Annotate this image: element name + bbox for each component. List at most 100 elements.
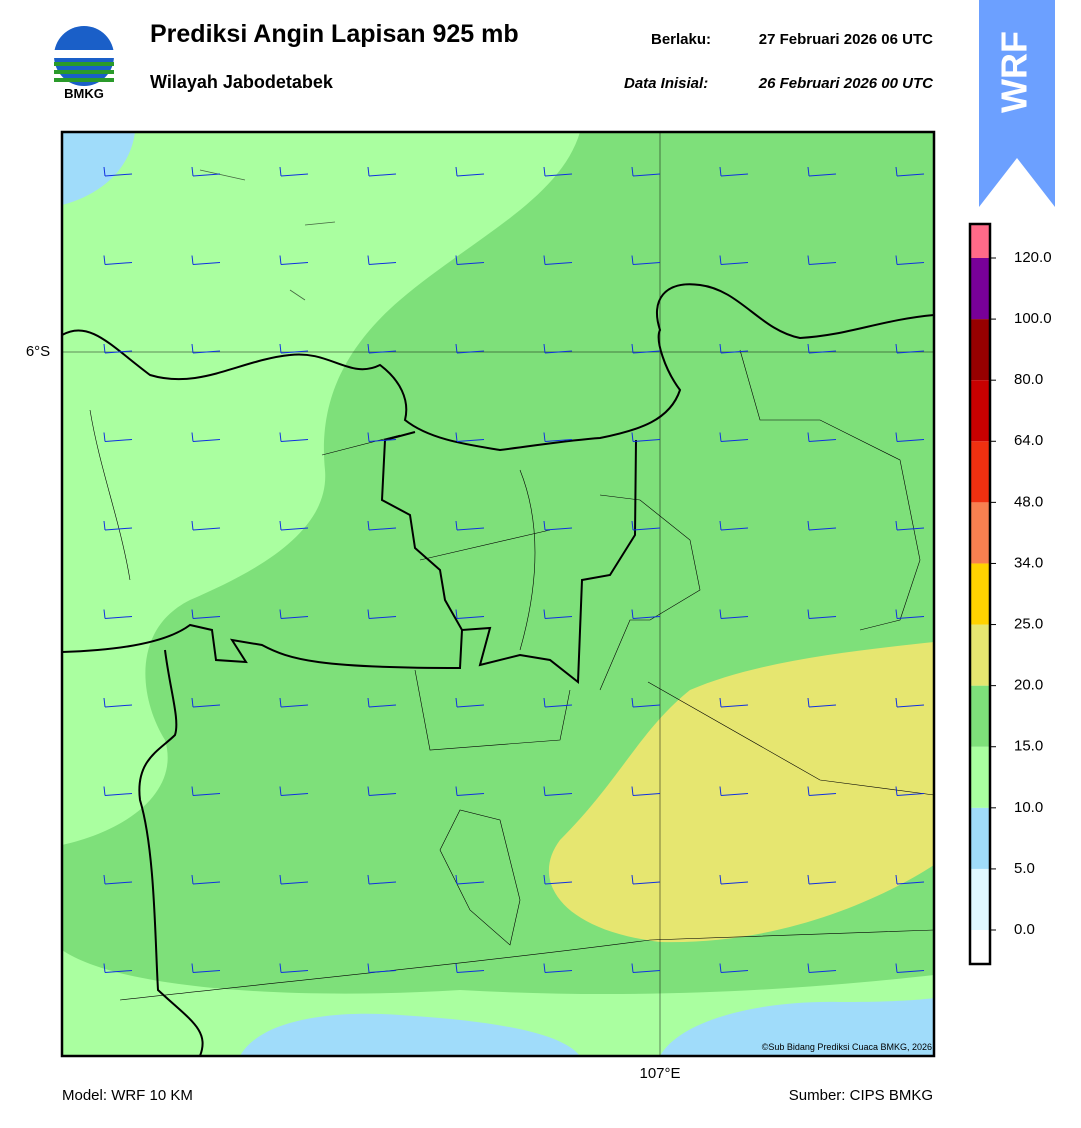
wind-barb bbox=[191, 520, 221, 531]
wind-barb bbox=[279, 609, 309, 619]
source: Sumber: CIPS BMKG bbox=[788, 1087, 933, 1104]
colorbar-frame bbox=[968, 222, 992, 966]
wind-barb bbox=[719, 786, 749, 796]
wind-barb bbox=[191, 874, 221, 885]
wind-barb bbox=[367, 609, 397, 619]
colorbar-band bbox=[970, 624, 990, 686]
valid-time: 27 Februari 2026 06 UTC bbox=[758, 31, 933, 48]
wind-barb bbox=[367, 786, 397, 796]
wind-barb bbox=[543, 963, 573, 973]
wind-barb bbox=[543, 255, 573, 265]
colorbar-band bbox=[970, 502, 990, 564]
wind-barb bbox=[543, 697, 573, 708]
colorbar-band bbox=[970, 746, 990, 808]
wind-barb bbox=[455, 963, 485, 973]
colorbar-band bbox=[970, 258, 990, 320]
wind-barb bbox=[631, 786, 661, 796]
colorbar: 0.0 5.0 10.0 15.0 20.0 25.0 34.0 48.0 64.0 80.0 10… bbox=[968, 222, 1052, 966]
colorbar-label: 20.0 bbox=[1014, 677, 1043, 694]
wind-barb bbox=[543, 786, 573, 796]
wind-barb bbox=[543, 609, 573, 619]
wind-barb bbox=[631, 255, 661, 265]
wind-barb bbox=[279, 786, 309, 796]
wind-barb bbox=[103, 874, 133, 885]
wind-barb bbox=[543, 343, 573, 354]
wind-barb bbox=[455, 255, 485, 265]
wind-barb bbox=[455, 874, 485, 885]
colorbar-band bbox=[970, 563, 990, 625]
wind-barb bbox=[191, 697, 221, 708]
colorbar-band bbox=[970, 319, 990, 381]
colorbar-label: 100.0 bbox=[1014, 310, 1052, 327]
logo-text: BMKG bbox=[64, 86, 104, 100]
wind-barb bbox=[367, 520, 397, 531]
wind-barb bbox=[191, 432, 221, 442]
credit: ©Sub Bidang Prediksi Cuaca BMKG, 2026 bbox=[762, 1042, 932, 1052]
wind-barb bbox=[895, 520, 925, 531]
wind-barb bbox=[191, 166, 221, 177]
wind-barb bbox=[807, 432, 837, 442]
wind-barb bbox=[719, 432, 749, 442]
wind-barb bbox=[455, 432, 485, 442]
colorbar-band bbox=[970, 441, 990, 503]
wind-barb bbox=[367, 874, 397, 885]
wind-barb bbox=[895, 166, 925, 177]
wind-barb bbox=[455, 520, 485, 531]
wind-barb bbox=[719, 609, 749, 619]
colorbar-label: 34.0 bbox=[1014, 554, 1043, 571]
wind-barb bbox=[279, 343, 309, 354]
wind-barb bbox=[719, 697, 749, 708]
wind-barb bbox=[895, 874, 925, 885]
wind-barb bbox=[807, 874, 837, 885]
wind-barb bbox=[543, 874, 573, 885]
wind-barb bbox=[719, 963, 749, 973]
wind-barb bbox=[367, 432, 397, 442]
wind-barb bbox=[719, 343, 749, 354]
wind-barb bbox=[719, 520, 749, 531]
wind-barb bbox=[455, 609, 485, 619]
subtitle: Wilayah Jabodetabek bbox=[150, 72, 333, 92]
wind-barb bbox=[455, 786, 485, 796]
wind-barb bbox=[719, 166, 749, 177]
wind-barb bbox=[103, 432, 133, 442]
wind-barb bbox=[895, 697, 925, 708]
wind-barb bbox=[103, 963, 133, 973]
wind-barb bbox=[455, 697, 485, 708]
wind-barb bbox=[103, 697, 133, 708]
wind-barb bbox=[191, 963, 221, 973]
logo: BMKG bbox=[54, 26, 114, 100]
wind-barb bbox=[631, 166, 661, 177]
badge: WRF bbox=[979, 0, 1055, 207]
wind-barb bbox=[807, 343, 837, 354]
wind-barb bbox=[191, 609, 221, 619]
wind-barb bbox=[279, 963, 309, 973]
wind-barb bbox=[103, 166, 133, 177]
wind-barb bbox=[279, 432, 309, 442]
wind-barb bbox=[543, 520, 573, 531]
wind-barb bbox=[279, 697, 309, 708]
lat-label: 6°S bbox=[26, 343, 50, 360]
wind-barb bbox=[543, 166, 573, 177]
wind-barb bbox=[631, 697, 661, 708]
wind-barb bbox=[191, 343, 221, 354]
wind-barb bbox=[279, 874, 309, 885]
valid-label: Berlaku: bbox=[651, 31, 712, 48]
colorbar-label: 5.0 bbox=[1014, 860, 1035, 877]
wind-barb bbox=[895, 609, 925, 619]
init-time: 26 Februari 2026 00 UTC bbox=[758, 75, 933, 92]
wind-barb bbox=[543, 432, 573, 442]
colorbar-band bbox=[970, 868, 990, 930]
wind-barb bbox=[807, 786, 837, 796]
wind-barb bbox=[367, 963, 397, 973]
wind-barb bbox=[895, 255, 925, 265]
colorbar-band bbox=[970, 807, 990, 869]
wind-barb bbox=[895, 343, 925, 354]
colorbar-label: 15.0 bbox=[1014, 738, 1043, 755]
wind-barb bbox=[279, 255, 309, 265]
wind-barb bbox=[807, 255, 837, 265]
colorbar-label: 48.0 bbox=[1014, 493, 1043, 510]
wind-barb bbox=[719, 874, 749, 885]
wind-barb bbox=[807, 963, 837, 973]
